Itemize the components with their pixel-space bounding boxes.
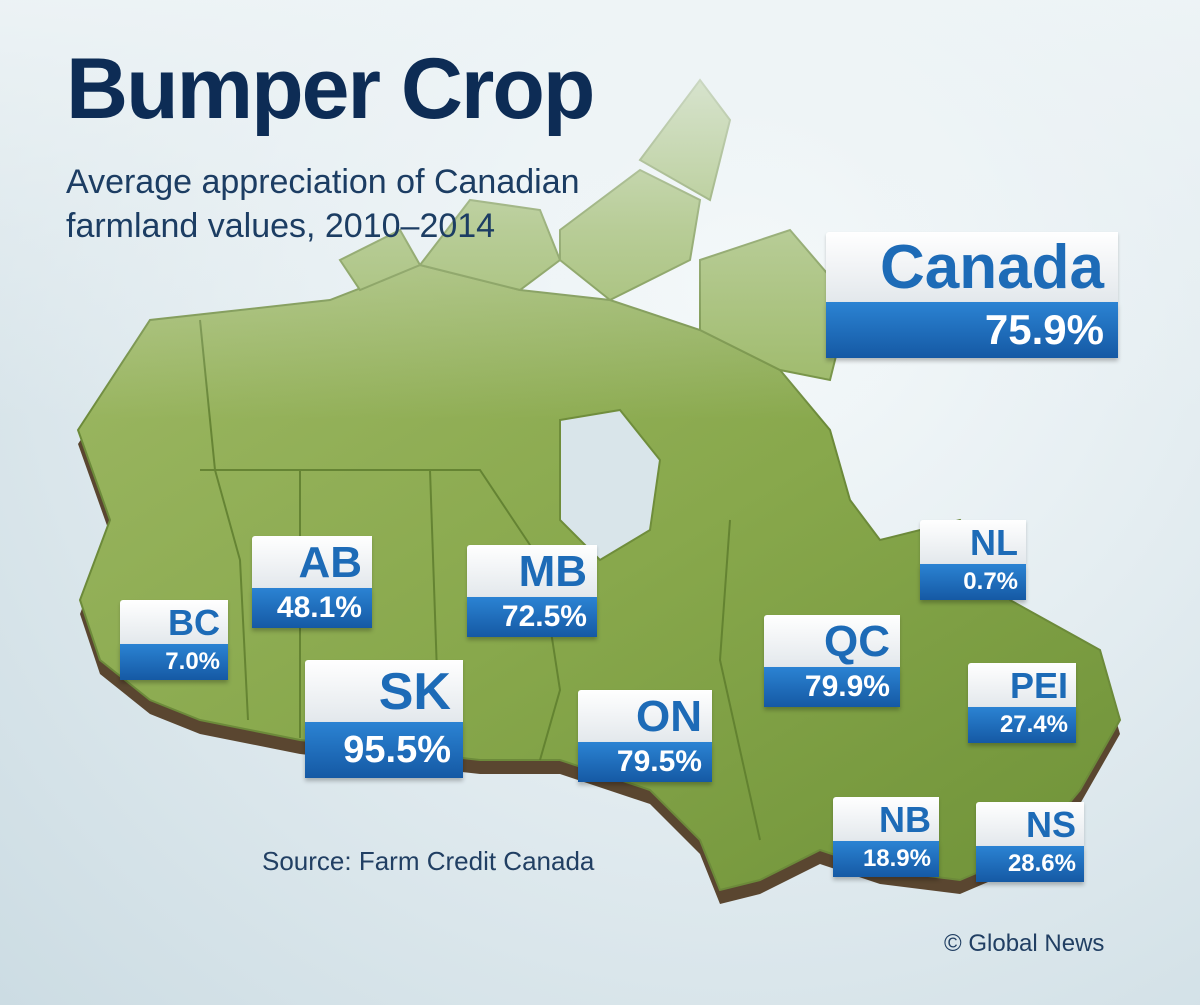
badge-on: ON 79.5%: [578, 690, 712, 782]
badge-ns: NS 28.6%: [976, 802, 1084, 882]
badge-mb: MB 72.5%: [467, 545, 597, 637]
region-value: 75.9%: [826, 302, 1118, 358]
region-abbr: NL: [920, 520, 1026, 564]
badge-pei: PEI 27.4%: [968, 663, 1076, 743]
region-abbr: ON: [578, 690, 712, 742]
region-value: 0.7%: [920, 564, 1026, 600]
badge-nl: NL 0.7%: [920, 520, 1026, 600]
region-value: 48.1%: [252, 588, 372, 628]
region-name: Canada: [826, 232, 1118, 302]
badge-bc: BC 7.0%: [120, 600, 228, 680]
region-abbr: BC: [120, 600, 228, 644]
subtitle: Average appreciation of Canadian farmlan…: [66, 160, 706, 248]
region-abbr: NB: [833, 797, 939, 841]
region-abbr: AB: [252, 536, 372, 588]
region-abbr: SK: [305, 660, 463, 722]
canada-badge: Canada 75.9%: [826, 232, 1118, 358]
region-abbr: MB: [467, 545, 597, 597]
region-value: 7.0%: [120, 644, 228, 680]
region-value: 95.5%: [305, 722, 463, 778]
region-abbr: PEI: [968, 663, 1076, 707]
region-value: 79.9%: [764, 667, 900, 707]
subtitle-line: Average appreciation of Canadian: [66, 163, 580, 201]
region-value: 28.6%: [976, 846, 1084, 882]
page-title: Bumper Crop: [66, 41, 595, 137]
badge-nb: NB 18.9%: [833, 797, 939, 877]
badge-sk: SK 95.5%: [305, 660, 463, 778]
subtitle-line: farmland values, 2010–2014: [66, 207, 496, 245]
region-value: 72.5%: [467, 597, 597, 637]
region-abbr: NS: [976, 802, 1084, 846]
source-note: Source: Farm Credit Canada: [262, 846, 595, 876]
province-borders: [199, 319, 761, 841]
badge-qc: QC 79.9%: [764, 615, 900, 707]
region-abbr: QC: [764, 615, 900, 667]
region-value: 79.5%: [578, 742, 712, 782]
badge-ab: AB 48.1%: [252, 536, 372, 628]
region-value: 18.9%: [833, 841, 939, 877]
copyright-credit: © Global News: [944, 930, 1105, 957]
region-value: 27.4%: [968, 707, 1076, 743]
